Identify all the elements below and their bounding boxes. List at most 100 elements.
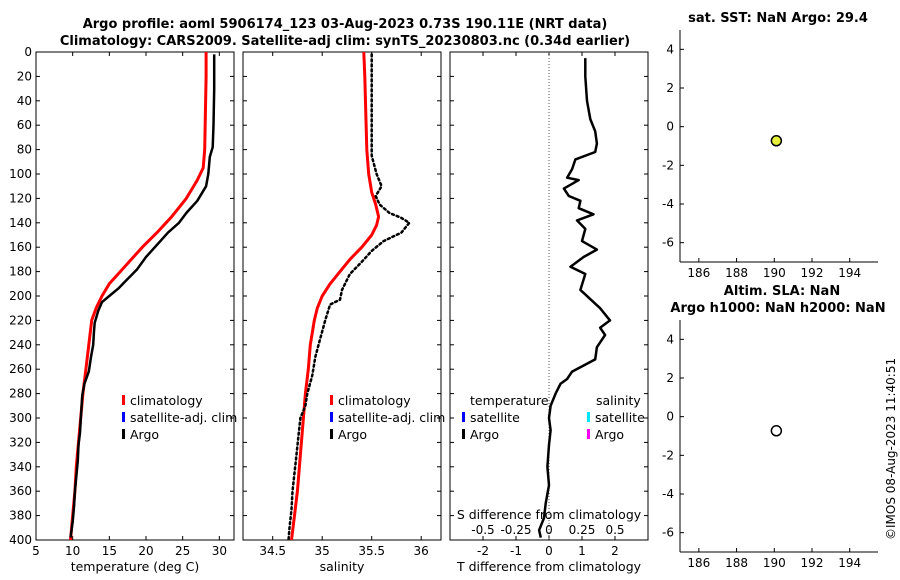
sst-ytick-label: -2: [662, 158, 674, 172]
salinity-xtick-label: 36: [414, 544, 429, 558]
sst-title: sat. SST: NaN Argo: 29.4: [688, 11, 868, 26]
salinity-legend-label: Argo: [338, 427, 367, 442]
sst-ytick-label: -4: [662, 197, 674, 211]
temperature-xtick-label: 10: [65, 544, 80, 558]
temperature-xtick-label: 25: [175, 544, 190, 558]
salinity-xtick-label: 35: [315, 544, 330, 558]
sla-point: [770, 425, 783, 437]
sst-xtick-label: 192: [801, 266, 824, 280]
temperature-ytick-label: 340: [9, 460, 32, 474]
temperature-legend-label: satellite-adj. clim: [130, 410, 237, 425]
difference-xtick-label: -1: [510, 544, 522, 558]
difference-xlabel: T difference from climatology: [456, 559, 642, 574]
sst-xtick-label: 188: [725, 266, 748, 280]
difference-legend-title-temperature: temperature: [470, 393, 549, 408]
temperature-legend-label: Argo: [130, 427, 159, 442]
difference-s-tick-label: 0: [545, 523, 553, 537]
difference-legend-swatch: [462, 429, 465, 439]
difference-xtick-label: -2: [477, 544, 489, 558]
sla-xtick-label: 190: [763, 556, 786, 570]
salinity-xtick-label: 35.5: [358, 544, 385, 558]
sla-title: Altim. SLA: NaN: [724, 284, 840, 299]
temperature-ytick-label: 100: [9, 167, 32, 181]
temperature-ytick-label: 400: [9, 533, 32, 547]
difference-xtick-label: 1: [578, 544, 586, 558]
temperature-ytick-label: 380: [9, 509, 32, 523]
salinity-series-climatology: [290, 51, 381, 541]
temperature-ytick-label: 60: [17, 118, 32, 132]
temperature-legend-label: climatology: [130, 393, 203, 408]
temperature-ytick-label: 140: [9, 216, 32, 230]
sst-ytick-label: 4: [666, 42, 674, 56]
sla-ytick-label: -6: [662, 526, 674, 540]
sst-point: [770, 135, 783, 147]
temperature-ytick-label: 40: [17, 94, 32, 108]
sla-ytick-label: 0: [666, 410, 674, 424]
sla-ytick-label: 4: [666, 332, 674, 346]
sst-ytick-label: 2: [666, 81, 674, 95]
difference-s-tick-label: -0.25: [500, 523, 531, 537]
title-line-1: Argo profile: aoml 5906174_123 03-Aug-20…: [83, 17, 608, 32]
temperature-xtick-label: 20: [138, 544, 153, 558]
difference-xtick-label: 0: [545, 544, 553, 558]
temperature-legend-swatch: [122, 395, 125, 405]
sla-xtick-label: 186: [687, 556, 710, 570]
temperature-ytick-label: 360: [9, 484, 32, 498]
difference-legend-swatch: [587, 429, 590, 439]
sst-ytick-label: 0: [666, 120, 674, 134]
difference-legend-label: satellite: [595, 410, 645, 425]
temperature-xtick-label: 30: [212, 544, 227, 558]
salinity-legend-label: satellite-adj. clim: [338, 410, 445, 425]
temperature-ytick-label: 20: [17, 69, 32, 83]
temperature-ytick-label: 320: [9, 435, 32, 449]
salinity-legend-label: climatology: [338, 393, 411, 408]
temperature-ytick-label: 300: [9, 411, 32, 425]
sla-xtick-label: 188: [725, 556, 748, 570]
temperature-legend-swatch: [122, 412, 125, 422]
temperature-ytick-label: 180: [9, 265, 32, 279]
difference-legend-label: Argo: [595, 427, 624, 442]
temperature-ytick-label: 220: [9, 313, 32, 327]
temperature-ytick-label: 200: [9, 289, 32, 303]
sst-xtick-label: 190: [763, 266, 786, 280]
difference-xtick-label: 2: [611, 544, 619, 558]
difference-s-tick-label: -0.5: [471, 523, 494, 537]
temperature-xtick-label: 5: [32, 544, 40, 558]
temperature-ytick-label: 280: [9, 387, 32, 401]
salinity-axes-box: [242, 51, 442, 541]
temperature-ytick-label: 0: [24, 45, 32, 59]
sla-xtick-label: 192: [801, 556, 824, 570]
salinity-series-argo: [287, 53, 411, 542]
temperature-series-climatology: [69, 52, 208, 541]
temperature-ytick-label: 80: [17, 143, 32, 157]
difference-legend-label: satellite: [470, 410, 520, 425]
salinity-xtick-label: 34.5: [259, 544, 286, 558]
temperature-legend-swatch: [122, 429, 125, 439]
difference-xlabel-top: S difference from climatology: [457, 507, 642, 522]
temperature-xtick-label: 15: [102, 544, 117, 558]
difference-s-tick-label: 0.25: [569, 523, 596, 537]
title-line-2: Climatology: CARS2009. Satellite-adj cli…: [60, 34, 630, 49]
difference-legend-title-salinity: salinity: [596, 393, 641, 408]
temperature-series-argo: [69, 54, 216, 538]
sla-xtick-label: 194: [838, 556, 861, 570]
temperature-ytick-label: 160: [9, 240, 32, 254]
sla-title-2: Argo h1000: NaN h2000: NaN: [670, 301, 885, 316]
temperature-ytick-label: 120: [9, 191, 32, 205]
sst-xtick-label: 186: [687, 266, 710, 280]
sst-ytick-label: -6: [662, 236, 674, 250]
timestamp-stamp: ©IMOS 08-Aug-2023 11:40:51: [884, 358, 898, 540]
temperature-ytick-label: 240: [9, 338, 32, 352]
difference-s-tick-label: 0.5: [605, 523, 624, 537]
sst-xtick-label: 194: [838, 266, 861, 280]
salinity-legend-swatch: [330, 395, 333, 405]
difference-legend-swatch: [462, 412, 465, 422]
salinity-legend-swatch: [330, 429, 333, 439]
salinity-legend-swatch: [330, 412, 333, 422]
sla-ytick-label: 2: [666, 371, 674, 385]
difference-legend-label: Argo: [470, 427, 499, 442]
sla-ytick-label: -4: [662, 487, 674, 501]
sla-ytick-label: -2: [662, 448, 674, 462]
difference-series-t-difference: [537, 58, 612, 538]
